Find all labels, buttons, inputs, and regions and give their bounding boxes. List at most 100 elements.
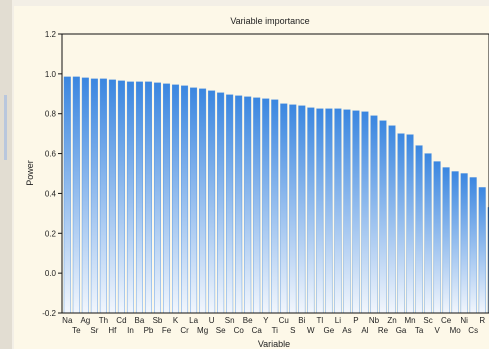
x-tick-label: Nb xyxy=(369,316,380,325)
bar-Ca xyxy=(253,97,261,314)
x-tick-label: Ce xyxy=(441,316,452,325)
x-tick-label: R xyxy=(479,316,485,325)
x-tick-label: S xyxy=(290,326,295,335)
bar-Nb xyxy=(370,115,378,314)
x-tick-label: K xyxy=(173,316,179,325)
x-tick-label: In xyxy=(127,326,134,335)
bar-Ba xyxy=(135,81,143,314)
chart-panel: Variable importance 1.2 1.0 0.8 0.6 0.4 0.2 0.… xyxy=(14,6,489,349)
bar-K xyxy=(172,84,180,314)
bar-Ag xyxy=(81,77,89,314)
y-tick-label: -0.2 xyxy=(42,309,56,318)
bar-Cd xyxy=(117,80,125,314)
x-tick-label: Ca xyxy=(252,326,263,335)
y-tick-label: 0.4 xyxy=(45,189,57,198)
x-tick-label: V xyxy=(434,326,440,335)
bar-Sr xyxy=(90,78,98,314)
bar-Ti xyxy=(271,99,279,314)
x-tick-label: As xyxy=(342,326,351,335)
x-tick-label: Bi xyxy=(298,316,305,325)
bar-Sb xyxy=(153,82,161,314)
bar-Re xyxy=(379,120,387,314)
x-tick-label: Ta xyxy=(415,326,424,335)
window-edge xyxy=(0,0,12,349)
plot-frame xyxy=(61,33,489,314)
x-tick-label: Sb xyxy=(153,316,163,325)
x-tick-label: Mg xyxy=(197,326,208,335)
x-tick-label: Cu xyxy=(279,316,289,325)
x-tick-label: W xyxy=(307,326,315,335)
y-axis-title: Power xyxy=(25,160,35,186)
x-tick-label: Ti xyxy=(272,326,279,335)
bar-Be xyxy=(244,96,252,314)
x-tick-label: Te xyxy=(72,326,81,335)
x-tick-label: Sc xyxy=(423,316,432,325)
x-tick-label: Sn xyxy=(225,316,235,325)
x-tick-label: Cd xyxy=(116,316,126,325)
bar-Ni xyxy=(460,173,468,314)
x-tick-label: Be xyxy=(243,316,253,325)
bar-Ga xyxy=(397,133,405,314)
y-tick-label: 0.0 xyxy=(45,269,57,278)
x-tick-label: Al xyxy=(361,326,368,335)
x-tick-label: Ag xyxy=(80,316,90,325)
x-tick-label: Mn xyxy=(404,316,415,325)
bar-Co xyxy=(235,95,243,314)
bars-group xyxy=(63,76,489,314)
bar-Ce xyxy=(442,167,450,314)
bar-Na xyxy=(63,76,71,314)
x-axis-ticks: NaTeAgSrThHfCdInBaPbSbFeKCrLaMgUSeSnCoBe… xyxy=(62,316,485,335)
x-tick-label: P xyxy=(353,316,358,325)
bar-Se xyxy=(217,92,225,314)
bar-Ta xyxy=(415,145,423,314)
x-tick-label: Tl xyxy=(317,316,324,325)
bar-Y xyxy=(262,98,270,314)
x-tick-label: U xyxy=(209,316,215,325)
variable-importance-chart: Variable importance 1.2 1.0 0.8 0.6 0.4 0.2 0.… xyxy=(25,16,489,349)
y-axis-ticks: 1.2 1.0 0.8 0.6 0.4 0.2 0.0 -0.2 xyxy=(42,30,62,318)
bar-Mo xyxy=(451,171,459,314)
x-tick-label: La xyxy=(189,316,198,325)
chart-title: Variable importance xyxy=(230,16,309,26)
bar-item xyxy=(487,207,489,314)
bar-Cu xyxy=(280,103,288,314)
bar-As xyxy=(343,109,351,314)
bar-R xyxy=(478,187,486,314)
selection-marker xyxy=(4,95,7,160)
x-tick-label: Co xyxy=(234,326,245,335)
bar-P xyxy=(352,110,360,314)
bar-Pb xyxy=(144,81,152,314)
x-tick-label: Se xyxy=(216,326,226,335)
bar-Zn xyxy=(388,125,396,314)
x-tick-label: Ge xyxy=(324,326,335,335)
x-tick-label: Na xyxy=(62,316,73,325)
y-tick-label: 0.8 xyxy=(45,110,57,119)
x-tick-label: Pb xyxy=(144,326,154,335)
x-axis-title: Variable xyxy=(258,339,290,349)
bar-Cs xyxy=(469,177,477,314)
bar-Th xyxy=(99,78,107,314)
x-tick-label: Ga xyxy=(396,326,407,335)
bar-Sc xyxy=(424,153,432,314)
x-tick-label: Ba xyxy=(135,316,145,325)
bar-Mn xyxy=(406,134,414,314)
bar-In xyxy=(126,81,134,314)
x-tick-label: Y xyxy=(263,316,269,325)
x-tick-label: Zn xyxy=(387,316,396,325)
x-tick-label: Re xyxy=(378,326,389,335)
bar-Te xyxy=(72,76,80,314)
x-tick-label: Fe xyxy=(162,326,172,335)
bar-S xyxy=(289,104,297,314)
x-tick-label: Sr xyxy=(90,326,98,335)
bar-Ge xyxy=(325,108,333,314)
x-tick-label: Cs xyxy=(468,326,478,335)
x-tick-label: Li xyxy=(335,316,341,325)
y-tick-label: 0.6 xyxy=(45,150,57,159)
x-tick-label: Th xyxy=(99,316,108,325)
bar-V xyxy=(433,161,441,314)
bar-La xyxy=(190,87,198,314)
bar-Fe xyxy=(163,83,171,314)
x-tick-label: Cr xyxy=(180,326,189,335)
bar-Cr xyxy=(181,85,189,314)
x-tick-label: Ni xyxy=(460,316,468,325)
